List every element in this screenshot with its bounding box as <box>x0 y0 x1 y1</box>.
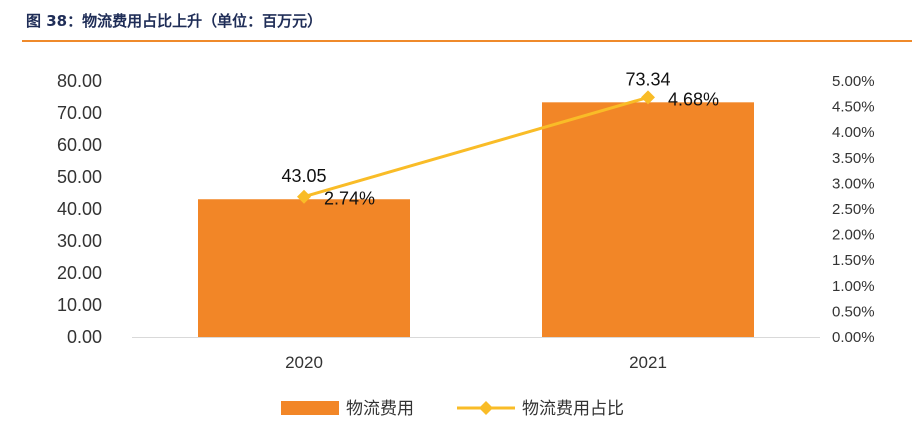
x-tick-label: 2021 <box>629 353 667 372</box>
line-data-label: 4.68% <box>668 89 719 109</box>
legend-swatch-bar <box>281 401 339 415</box>
line-point-marker <box>641 90 655 105</box>
y-right-tick-label: 2.50% <box>832 201 875 218</box>
y-left-tick-label: 20.00 <box>57 263 102 283</box>
bar-data-label: 73.34 <box>625 69 670 89</box>
y-left-tick-label: 80.00 <box>57 71 102 91</box>
bar <box>198 199 410 337</box>
series-line <box>303 95 649 199</box>
line-data-label: 2.74% <box>324 189 375 209</box>
y-left-tick-label: 40.00 <box>57 199 102 219</box>
figure-title: 图 38：物流费用占比上升（单位：百万元） <box>26 12 323 30</box>
bar <box>542 102 754 337</box>
y-right-tick-label: 0.00% <box>832 329 875 346</box>
y-right-tick-label: 4.00% <box>832 124 875 141</box>
y-left-tick-label: 30.00 <box>57 231 102 251</box>
y-right-tick-label: 2.00% <box>832 227 875 244</box>
line-point-marker <box>297 189 311 204</box>
legend-label-bar: 物流费用 <box>346 399 414 419</box>
y-right-tick-label: 1.00% <box>832 278 875 295</box>
legend-label-line: 物流费用占比 <box>522 399 624 419</box>
y-right-tick-label: 1.50% <box>832 252 875 269</box>
y-left-tick-label: 50.00 <box>57 167 102 187</box>
legend-swatch-marker <box>479 401 493 415</box>
y-right-tick-label: 3.50% <box>832 150 875 167</box>
y-right-tick-label: 0.50% <box>832 303 875 320</box>
y-left-tick-label: 0.00 <box>67 327 102 347</box>
y-right-tick-label: 3.00% <box>832 175 875 192</box>
title-divider <box>22 40 912 42</box>
y-left-tick-label: 10.00 <box>57 295 102 315</box>
y-left-tick-label: 70.00 <box>57 103 102 123</box>
bar-data-label: 43.05 <box>281 166 326 186</box>
y-right-tick-label: 5.00% <box>832 73 875 90</box>
x-tick-label: 2020 <box>285 353 323 372</box>
y-right-tick-label: 4.50% <box>832 99 875 116</box>
y-left-tick-label: 60.00 <box>57 135 102 155</box>
